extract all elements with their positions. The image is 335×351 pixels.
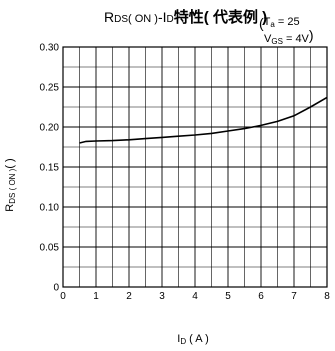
series-group	[79, 96, 328, 144]
xlabel-sub: D	[180, 337, 186, 346]
xlabel-main: I	[177, 333, 180, 345]
title-i: I	[163, 9, 167, 25]
grid	[62, 46, 328, 288]
x-tick-label: 6	[258, 291, 264, 302]
chart-title: RDS( ON )-ID特性( 代表例 )	[104, 8, 267, 26]
y-tick-label: 0.05	[40, 243, 60, 254]
title-dash: -	[158, 9, 163, 25]
title-ds-sub: DS	[114, 14, 128, 25]
y-tick-label: 0.30	[40, 43, 60, 54]
x-axis-label: ID ( A )	[177, 333, 208, 346]
cond-vgs-main: V	[264, 33, 272, 45]
title-d-sub: D	[167, 14, 174, 25]
ylabel-unit: ( )	[4, 158, 16, 168]
title-on: ( ON )	[128, 13, 158, 25]
condition-vgs: VGS = 4V)	[264, 27, 314, 46]
y-axis-label: RDS ( ON )( )	[4, 158, 17, 211]
y-tick-label: 0.15	[40, 163, 60, 174]
x-tick-label: 3	[159, 291, 165, 302]
cond-vgs-sub: GS	[271, 37, 283, 46]
x-tick-label: 5	[225, 291, 231, 302]
x-tick-label: 4	[192, 291, 198, 302]
plot-frame	[62, 46, 328, 288]
cond-close-paren: )	[309, 27, 314, 43]
title-r: R	[104, 9, 114, 25]
y-tick-label: 0	[53, 283, 59, 294]
cond-vgs-value: = 4V	[283, 33, 310, 45]
cond-ta-sub: a	[270, 20, 275, 29]
cond-ta-main: T	[264, 16, 271, 28]
y-tick-labels: 0 0.05 0.10 0.15 0.20 0.25 0.30	[40, 43, 60, 294]
cond-open-paren: (	[259, 15, 264, 31]
x-tick-label: 0	[60, 291, 66, 302]
y-tick-label: 0.20	[40, 123, 60, 134]
xlabel-unit: ( A )	[186, 333, 209, 345]
ylabel-main: R	[4, 204, 16, 212]
x-tick-label: 2	[126, 291, 132, 302]
cond-ta-value: = 25	[275, 16, 300, 28]
x-tick-label: 1	[93, 291, 99, 302]
series-line	[79, 96, 328, 144]
ylabel-sub: DS ( ON )	[8, 168, 17, 203]
x-tick-label: 8	[324, 291, 330, 302]
condition-ta: (Ta = 25	[259, 15, 300, 31]
x-tick-label: 7	[291, 291, 297, 302]
y-tick-label: 0.25	[40, 83, 60, 94]
y-tick-label: 0.10	[40, 203, 60, 214]
title-bold-text: 特性( 代表例 )	[174, 8, 267, 26]
x-tick-labels: 0 1 2 3 4 5 6 7 8	[60, 291, 330, 302]
